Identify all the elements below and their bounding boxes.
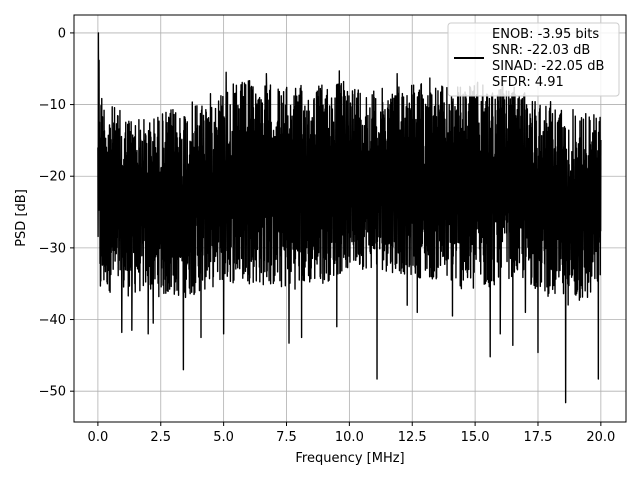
y-tick-label: −30 — [39, 241, 66, 256]
legend-line-enob: ENOB: -3.95 bits — [492, 27, 599, 42]
y-tick-label: −40 — [39, 313, 66, 328]
y-axis-label: PSD [dB] — [14, 189, 29, 247]
y-tick-label: −20 — [39, 170, 66, 185]
x-tick-label: 15.0 — [461, 430, 490, 445]
legend-line-sinad: SINAD: -22.05 dB — [492, 59, 604, 74]
x-tick-label: 5.0 — [213, 430, 234, 445]
y-tick-label: −10 — [39, 98, 66, 113]
y-tick-label: 0 — [58, 26, 66, 41]
legend-box — [447, 22, 620, 97]
x-tick-label: 12.5 — [398, 430, 427, 445]
x-tick-label: 17.5 — [524, 430, 553, 445]
x-tick-label: 2.5 — [150, 430, 171, 445]
plot-frame — [73, 14, 627, 423]
x-tick-label: 7.5 — [276, 430, 297, 445]
x-tick-label: 10.0 — [335, 430, 364, 445]
x-tick-label: 20.0 — [586, 430, 615, 445]
y-tick-label: −50 — [39, 385, 66, 400]
legend: ENOB: -3.95 bits SNR: -22.03 dB SINAD: -… — [447, 22, 620, 97]
x-axis-label: Frequency [MHz] — [295, 451, 404, 466]
data-layer — [97, 32, 602, 404]
psd-series-line — [97, 32, 602, 404]
tick-layer: 0.0 2.5 5.0 7.5 10.0 12.5 15.0 17.5 20.0 0 −10 −20 −… — [39, 26, 616, 445]
legend-line-sfdr: SFDR: 4.91 — [492, 75, 564, 90]
legend-line-snr: SNR: -22.03 dB — [492, 43, 590, 58]
x-tick-label: 0.0 — [88, 430, 109, 445]
